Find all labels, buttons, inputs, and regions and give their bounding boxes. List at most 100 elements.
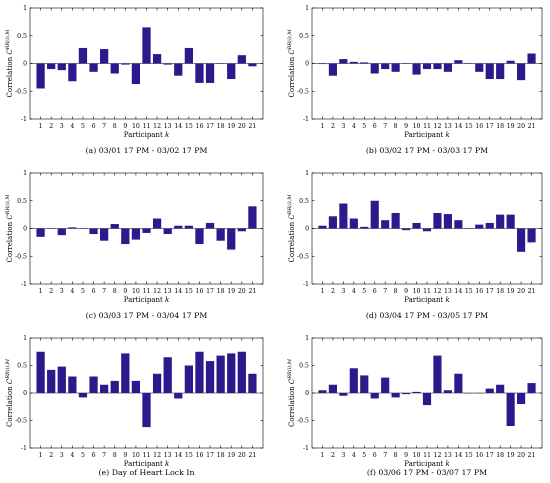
x-tick-label: 15 [185, 452, 193, 459]
y-tick-label: 1 [23, 5, 27, 12]
bar-participant-13 [163, 357, 172, 393]
bar-participant-6 [89, 63, 98, 72]
y-tick-label: 0 [305, 390, 309, 397]
x-tick-label: 10 [413, 123, 421, 130]
x-tick-label: 16 [475, 452, 483, 459]
x-tick-label: 2 [331, 123, 335, 130]
bar-participant-4 [349, 61, 358, 64]
bar-participant-13 [443, 63, 452, 72]
bar-participant-9 [402, 228, 411, 231]
x-tick-label: 19 [227, 288, 235, 295]
panel-caption: (b) 03/02 17 PM - 03/03 17 PM [366, 146, 488, 155]
bar-participant-9 [121, 353, 130, 393]
bar-participant-4 [68, 376, 77, 393]
x-axis-label: Participant k [124, 131, 170, 139]
bar-participant-13 [443, 390, 452, 393]
bar-participant-8 [391, 63, 400, 72]
bar-participant-14 [174, 63, 183, 76]
x-tick-label: 14 [174, 288, 182, 295]
y-tick-label: 0 [23, 390, 27, 397]
y-tick-label: 0 [305, 226, 309, 233]
x-tick-label: 2 [49, 288, 53, 295]
bar-participant-21 [527, 228, 536, 243]
bar-participant-16 [195, 228, 204, 245]
bar-participant-7 [100, 49, 109, 64]
x-tick-label: 16 [196, 288, 204, 295]
bar-participant-6 [370, 200, 379, 229]
x-tick-label: 20 [517, 452, 525, 459]
x-tick-label: 2 [49, 452, 53, 459]
x-tick-label: 15 [465, 123, 473, 130]
y-axis-label: Correlation CRR(i),M [286, 29, 296, 98]
x-tick-label: 15 [465, 452, 473, 459]
bar-participant-1 [36, 228, 45, 237]
x-tick-label: 4 [352, 452, 356, 459]
y-tick-label: 0 [23, 61, 27, 68]
x-tick-label: 20 [238, 288, 246, 295]
bar-participant-16 [195, 63, 204, 83]
bar-participant-4 [349, 368, 358, 393]
x-tick-label: 7 [102, 452, 106, 459]
panel-caption: (e) Day of Heart Lock In [99, 468, 195, 477]
y-tick-label: 0.5 [299, 363, 309, 370]
y-tick-label: -1 [21, 281, 27, 288]
x-tick-label: 6 [92, 123, 96, 130]
x-tick-label: 1 [39, 123, 43, 130]
bar-participant-11 [422, 393, 432, 406]
x-tick-label: 11 [423, 288, 431, 295]
x-tick-label: 14 [174, 452, 182, 459]
bar-participant-2 [328, 63, 337, 76]
bar-participant-2 [47, 369, 56, 393]
x-tick-label: 5 [81, 288, 85, 295]
y-tick-label: 0 [305, 61, 309, 68]
x-tick-label: 1 [39, 288, 43, 295]
x-tick-label: 5 [362, 123, 366, 130]
x-tick-label: 10 [132, 288, 140, 295]
x-tick-label: 15 [185, 288, 193, 295]
y-tick-label: -1 [303, 445, 309, 452]
x-tick-label: 10 [413, 452, 421, 459]
x-tick-label: 7 [102, 123, 106, 130]
bar-participant-3 [339, 203, 348, 229]
bar-participant-11 [142, 27, 151, 64]
x-tick-label: 5 [81, 452, 85, 459]
x-tick-label: 16 [196, 452, 204, 459]
x-tick-label: 7 [383, 123, 387, 130]
y-tick-label: -0.5 [15, 88, 27, 95]
bar-participant-3 [57, 63, 66, 71]
x-tick-label: 3 [341, 288, 345, 295]
bar-participant-10 [131, 63, 141, 85]
x-tick-label: 6 [373, 288, 377, 295]
y-tick-label: 0 [23, 226, 27, 233]
bar-participant-17 [205, 361, 215, 393]
x-tick-label: 4 [352, 288, 356, 295]
bar-participant-12 [433, 212, 442, 229]
bar-participant-12 [152, 218, 162, 229]
bar-participant-17 [485, 63, 494, 80]
x-tick-label: 3 [341, 123, 345, 130]
x-axis-label: Participant k [404, 131, 450, 139]
x-tick-label: 10 [132, 123, 140, 130]
bar-participant-1 [318, 63, 327, 65]
x-tick-label: 21 [528, 123, 536, 130]
x-tick-label: 18 [496, 288, 504, 295]
y-axis-label: Correlation CRR(i),M [286, 358, 296, 427]
y-tick-label: 0.5 [17, 363, 27, 370]
bar-participant-8 [110, 224, 119, 229]
x-tick-label: 9 [404, 123, 408, 130]
bar-participant-19 [227, 228, 236, 250]
x-tick-label: 19 [507, 452, 515, 459]
x-tick-label: 19 [227, 452, 235, 459]
bar-participant-21 [248, 373, 257, 393]
x-tick-label: 4 [70, 123, 74, 130]
bar-participant-4 [68, 227, 77, 229]
y-tick-label: -0.5 [15, 253, 27, 260]
bar-participant-11 [142, 228, 151, 233]
bar-participant-20 [517, 393, 526, 404]
x-tick-label: 4 [70, 452, 74, 459]
panel-caption: (a) 03/01 17 PM - 03/02 17 PM [86, 146, 208, 155]
bar-participant-6 [370, 63, 379, 74]
bar-participant-13 [163, 228, 172, 235]
x-axis-label: Participant k [404, 460, 450, 468]
x-tick-label: 3 [60, 452, 64, 459]
